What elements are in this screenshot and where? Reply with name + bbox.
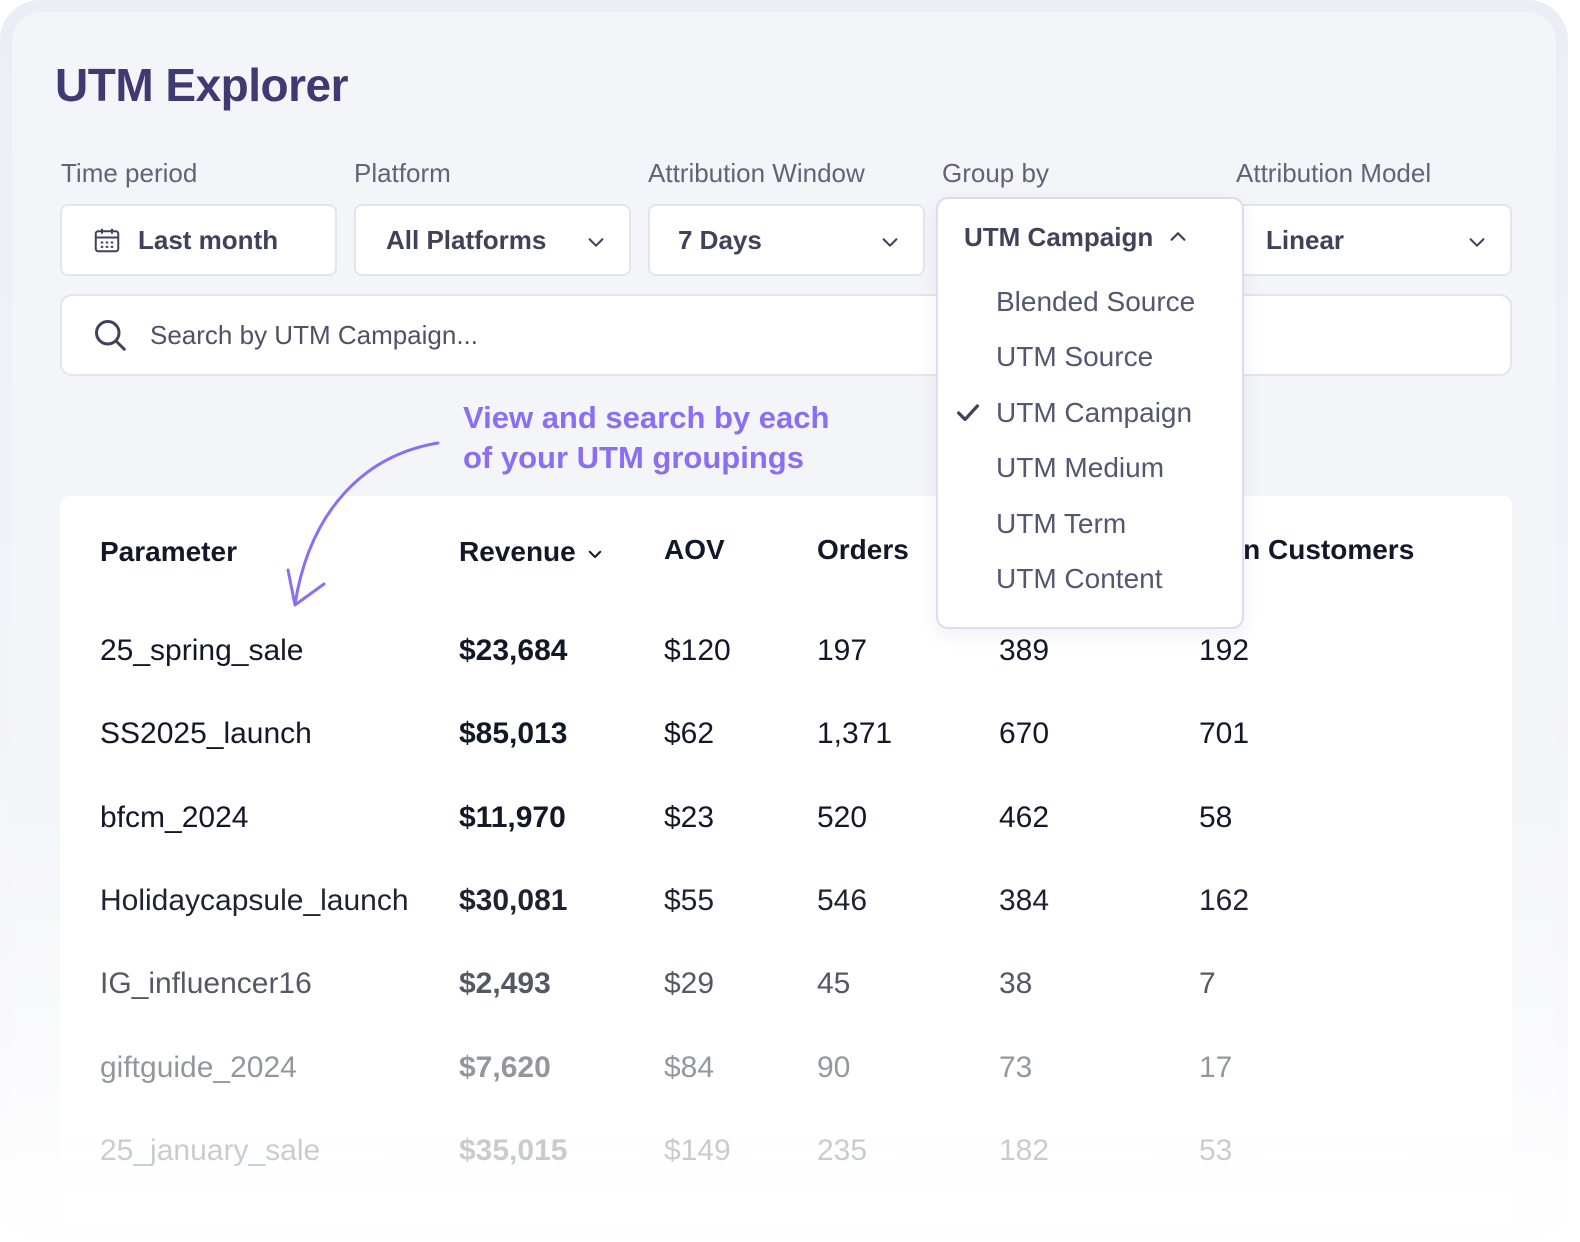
cell-orders: 546 xyxy=(817,884,868,917)
menu-item-utm-term[interactable]: UTM Term xyxy=(938,499,1242,549)
cell-col5: 182 xyxy=(999,1134,1050,1167)
cell-return-customers: 701 xyxy=(1199,717,1250,750)
table-row[interactable]: SS2025_launch $85,013 $62 1,371 670 701 xyxy=(0,717,1568,777)
cell-parameter: 25_january_sale xyxy=(100,1134,321,1167)
cell-orders: 1,371 xyxy=(817,717,893,750)
cell-return-customers: 17 xyxy=(1199,1051,1233,1084)
cell-return-customers: 192 xyxy=(1199,634,1250,667)
menu-item-label: UTM Medium xyxy=(996,452,1165,483)
group-by-value: UTM Campaign xyxy=(964,221,1154,252)
cell-parameter: IG_influencer16 xyxy=(100,967,312,1000)
chevron-up-icon xyxy=(1170,232,1186,241)
cell-aov: $62 xyxy=(664,717,715,750)
cell-col5: 73 xyxy=(999,1051,1033,1084)
platform-select[interactable]: All Platforms xyxy=(354,204,631,276)
cell-revenue: $30,081 xyxy=(459,884,568,917)
time-period-label: Time period xyxy=(61,158,198,188)
search-bar[interactable] xyxy=(60,294,1512,376)
time-period-picker[interactable]: Last month xyxy=(60,204,337,276)
cell-parameter: Holidaycapsule_launch xyxy=(100,884,409,917)
cell-return-customers: 162 xyxy=(1199,884,1250,917)
callout-line-2: of your UTM groupings xyxy=(463,440,804,475)
group-by-menu: Blended Source UTM Source UTM Campaign U… xyxy=(936,197,1244,629)
cell-orders: 235 xyxy=(817,1134,868,1167)
platform-value: All Platforms xyxy=(386,224,547,255)
cell-aov: $149 xyxy=(664,1134,731,1167)
attribution-window-label: Attribution Window xyxy=(648,158,865,188)
menu-item-utm-medium[interactable]: UTM Medium xyxy=(938,443,1242,493)
cell-parameter: giftguide_2024 xyxy=(100,1051,297,1084)
callout-arrow-icon xyxy=(286,441,440,607)
attribution-model-label: Attribution Model xyxy=(1236,158,1432,188)
sort-desc-icon xyxy=(588,550,601,558)
attribution-window-select[interactable]: 7 Days xyxy=(648,204,925,276)
callout-line-1: View and search by each xyxy=(463,400,830,435)
cell-return-customers: 7 xyxy=(1199,967,1216,1000)
cell-revenue: $2,493 xyxy=(459,967,551,1000)
time-period-value: Last month xyxy=(138,224,279,255)
cell-col5: 670 xyxy=(999,717,1050,750)
search-input[interactable] xyxy=(148,318,912,352)
search-icon xyxy=(95,320,126,351)
cell-revenue: $23,684 xyxy=(459,634,568,667)
table-row[interactable]: giftguide_2024 $7,620 $84 90 73 17 xyxy=(0,1051,1568,1111)
cell-orders: 520 xyxy=(817,801,868,834)
utm-table xyxy=(60,496,1512,1242)
menu-item-label: UTM Term xyxy=(996,508,1127,539)
platform-label: Platform xyxy=(354,158,451,188)
cell-aov: $120 xyxy=(664,634,731,667)
menu-item-label: UTM Campaign xyxy=(996,397,1193,428)
cell-parameter: bfcm_2024 xyxy=(100,801,249,834)
callout-annotation: View and search by each of your UTM grou… xyxy=(463,398,829,478)
calendar-icon xyxy=(94,228,120,253)
table-row[interactable]: IG_influencer16 $2,493 $29 45 38 7 xyxy=(0,967,1568,1027)
column-header-parameter[interactable]: Parameter xyxy=(100,536,237,567)
cell-parameter: SS2025_launch xyxy=(100,717,312,750)
menu-item-utm-source[interactable]: UTM Source xyxy=(938,332,1242,382)
cell-col5: 38 xyxy=(999,967,1033,1000)
cell-orders: 90 xyxy=(817,1051,851,1084)
cell-aov: $55 xyxy=(664,884,715,917)
column-header-aov[interactable]: AOV xyxy=(664,534,725,565)
cell-col5: 389 xyxy=(999,634,1050,667)
menu-item-label: UTM Source xyxy=(996,341,1154,372)
cell-aov: $29 xyxy=(664,967,715,1000)
group-by-select[interactable]: UTM Campaign xyxy=(936,197,1244,277)
table-row[interactable]: 25_january_sale $35,015 $149 235 182 53 xyxy=(0,1134,1568,1194)
cell-parameter: 25_spring_sale xyxy=(100,634,304,667)
attribution-window-value: 7 Days xyxy=(678,224,762,255)
column-header-orders[interactable]: Orders xyxy=(817,534,909,565)
column-header-revenue-label: Revenue xyxy=(459,536,576,567)
group-by-label: Group by xyxy=(942,158,1049,188)
table-row[interactable]: Holidaycapsule_launch $30,081 $55 546 384 162 xyxy=(0,884,1568,944)
cell-orders: 197 xyxy=(817,634,868,667)
page-title: UTM Explorer xyxy=(55,59,349,111)
cell-revenue: $35,015 xyxy=(459,1134,568,1167)
cell-col5: 384 xyxy=(999,884,1050,917)
cell-orders: 45 xyxy=(817,967,851,1000)
cell-return-customers: 58 xyxy=(1199,801,1233,834)
table-row[interactable]: bfcm_2024 $11,970 $23 520 462 58 xyxy=(0,801,1568,861)
menu-item-label: UTM Content xyxy=(996,563,1163,594)
chevron-down-icon xyxy=(882,238,898,247)
chevron-down-icon xyxy=(588,238,604,247)
cell-revenue: $85,013 xyxy=(459,717,568,750)
menu-item-utm-campaign[interactable]: UTM Campaign xyxy=(938,388,1242,438)
attribution-model-value: Linear xyxy=(1266,224,1345,255)
menu-item-utm-content[interactable]: UTM Content xyxy=(938,554,1242,604)
chevron-down-icon xyxy=(1469,238,1485,247)
cell-aov: $84 xyxy=(664,1051,715,1084)
checkmark-icon xyxy=(957,404,979,422)
attribution-model-select[interactable]: Linear xyxy=(1236,204,1512,276)
cell-revenue: $7,620 xyxy=(459,1051,551,1084)
table-row[interactable]: 25_spring_sale $23,684 $120 197 389 192 xyxy=(0,634,1568,694)
cell-revenue: $11,970 xyxy=(459,801,566,834)
cell-col5: 462 xyxy=(999,801,1050,834)
cell-return-customers: 53 xyxy=(1199,1134,1233,1167)
cell-aov: $23 xyxy=(664,801,715,834)
menu-item-label: Blended Source xyxy=(996,286,1196,317)
menu-item-blended-source[interactable]: Blended Source xyxy=(938,277,1242,327)
column-header-revenue[interactable]: Revenue xyxy=(459,536,604,568)
